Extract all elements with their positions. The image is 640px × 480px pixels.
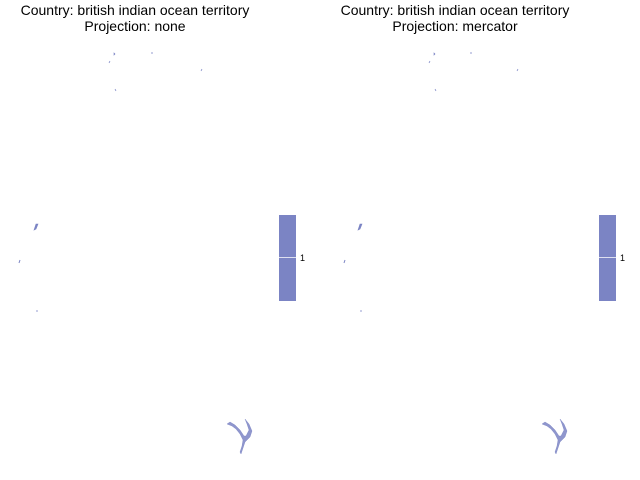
panel-title: Country: british indian ocean territory … (320, 2, 590, 34)
island-6 (357, 223, 363, 231)
island-6 (33, 223, 39, 231)
island-4 (516, 68, 519, 72)
island-7 (18, 259, 21, 264)
island-4 (200, 68, 203, 72)
legend-tick-label: 1 (300, 253, 306, 263)
island-1 (113, 52, 116, 56)
title-country: Country: british indian ocean territory (340, 2, 570, 18)
island-1 (433, 52, 436, 56)
legend-tick-label: 1 (620, 253, 626, 263)
island-2 (428, 60, 431, 64)
island-5 (434, 88, 437, 92)
island-5 (114, 88, 117, 92)
title-country: Country: british indian ocean territory (20, 2, 250, 18)
island-diego-garcia (541, 418, 568, 455)
legend-colorbar (279, 215, 296, 301)
title-projection: Projection: mercator (392, 18, 518, 34)
map-panel-none: Country: british indian ocean territory … (0, 2, 306, 455)
legend-tick (599, 257, 616, 258)
map-panel-mercator: Country: british indian ocean territory … (320, 0, 640, 480)
panel-title: Country: british indian ocean territory … (0, 2, 270, 34)
legend-colorbar (599, 215, 616, 301)
legend-tick (279, 257, 296, 258)
title-projection: Projection: none (84, 18, 186, 34)
map-canvas (343, 52, 568, 455)
island-2 (108, 60, 111, 64)
map-canvas (18, 52, 253, 455)
island-7 (343, 259, 346, 264)
island-diego-garcia (226, 418, 253, 455)
